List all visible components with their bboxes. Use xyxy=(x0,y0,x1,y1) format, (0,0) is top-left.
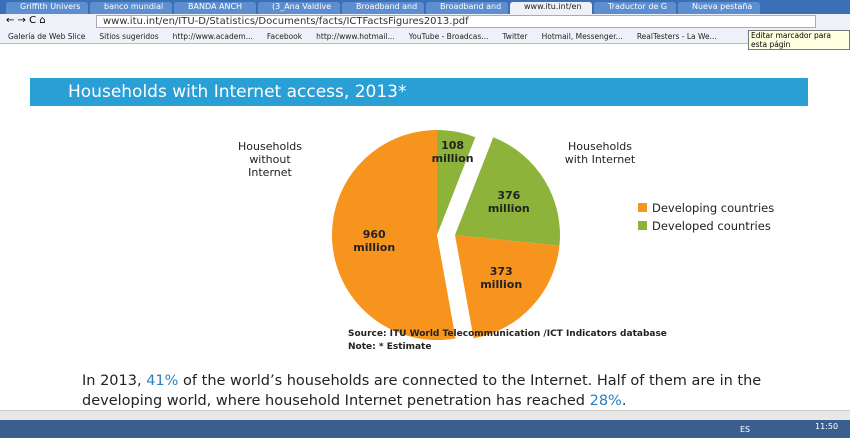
paragraph-part: 28% xyxy=(589,393,622,409)
scrollbar[interactable] xyxy=(0,410,850,421)
pie-slice xyxy=(455,235,560,339)
bookmark[interactable]: RealTesters - La We... xyxy=(636,32,717,41)
bookmarks-bar: Galería de Web Slice Sitios sugeridos http… xyxy=(0,30,850,44)
tab[interactable]: Broadband and xyxy=(426,2,508,14)
note: Note: * Estimate xyxy=(348,342,431,352)
bookmark[interactable]: Galería de Web Slice xyxy=(8,32,86,41)
tab-bar: Griffith Univers banco mundial BANDA ANCH(… xyxy=(0,0,850,14)
tab[interactable]: Traductor de G xyxy=(594,2,676,14)
legend-label: Developed countries xyxy=(652,219,771,233)
clock: 11:50 xyxy=(815,422,839,431)
pie-slice xyxy=(455,137,560,246)
banner: Households with Internet access, 2013* xyxy=(30,78,808,106)
paragraph-part: . xyxy=(621,393,627,409)
bookmark[interactable]: http://www.hotmail... xyxy=(316,32,395,41)
bookmark[interactable]: http://www.academ... xyxy=(172,32,253,41)
address-bar: ← → C ⌂ www.itu.int/en/ITU-D/Statistics/… xyxy=(0,14,850,30)
nav-buttons[interactable]: ← → C ⌂ xyxy=(6,15,46,26)
language: ES xyxy=(740,425,751,434)
pie-slice xyxy=(332,130,456,340)
tab[interactable]: Griffith Univers xyxy=(6,2,88,14)
slice-label: 960 million xyxy=(353,227,396,254)
bookmark[interactable]: Hotmail, Messenger... xyxy=(541,32,623,41)
banner-title: Households with Internet access, 2013* xyxy=(68,82,407,102)
bookmark[interactable]: Sitios sugeridos xyxy=(99,32,159,41)
slice-label: 373 million xyxy=(480,264,523,291)
url-field[interactable]: www.itu.int/en/ITU-D/Statistics/Document… xyxy=(96,15,816,28)
pie-slice xyxy=(437,130,476,235)
source: Source: ITU World Telecommunication /ICT… xyxy=(348,329,667,339)
legend-swatch xyxy=(638,221,647,230)
bookmark[interactable]: Facebook xyxy=(266,32,303,41)
tab[interactable]: (3_Ana Valdive xyxy=(258,2,340,14)
paragraph: In 2013, 41% of the world’s households a… xyxy=(82,371,782,411)
paragraph-part: 41% xyxy=(146,373,179,389)
annotation: Households without Internet xyxy=(238,140,302,179)
slice-label: 376 million xyxy=(487,189,530,216)
taskbar: ES 11:50 xyxy=(0,420,850,438)
tab[interactable]: Broadband and xyxy=(342,2,424,14)
tab[interactable]: banco mundial xyxy=(90,2,172,14)
paragraph-part: of the world’s households are connected … xyxy=(82,373,762,409)
bookmark[interactable]: YouTube - Broadcas... xyxy=(408,32,489,41)
tab[interactable]: BANDA ANCH xyxy=(174,2,256,14)
paragraph-part: In 2013, xyxy=(82,373,147,389)
legend-swatch xyxy=(638,203,647,212)
bookmark[interactable]: Twitter xyxy=(502,32,528,41)
annotation: Households with Internet xyxy=(564,140,636,166)
legend-label: Developing countries xyxy=(652,201,774,215)
tab[interactable]: Nueva pestaña xyxy=(678,2,760,14)
tab[interactable]: www.itu.int/en xyxy=(510,2,592,14)
slice-label: 108 million xyxy=(431,139,474,166)
chart: Developing countries Developed countries S… xyxy=(332,130,774,352)
